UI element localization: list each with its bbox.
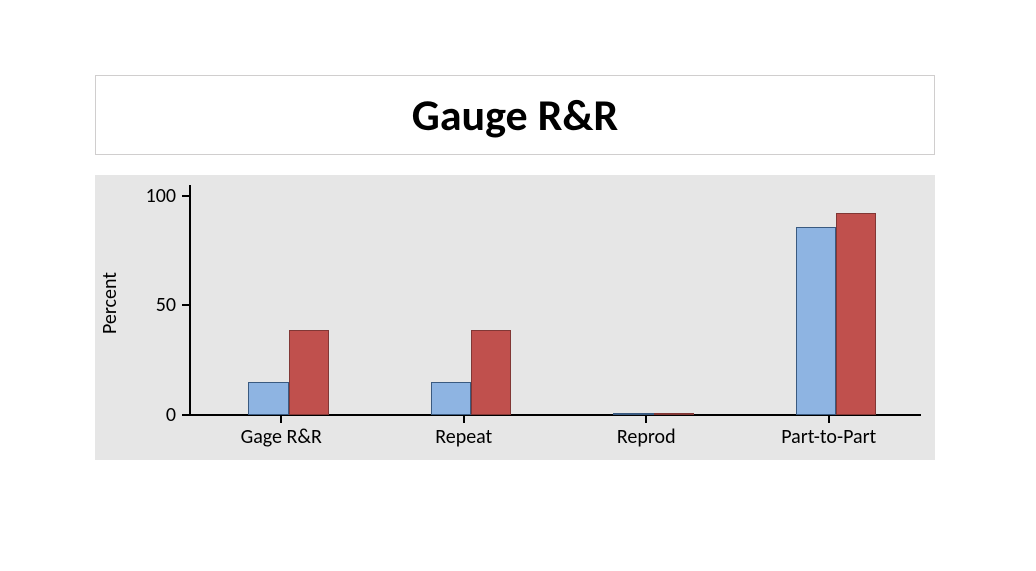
bar-series-1 [613,413,653,415]
title-text: Gauge R&R [412,88,618,142]
chart-area: Percent 050100Gage R&RRepeatReprodPart-t… [95,175,935,460]
y-axis-label-text: Percent [98,272,122,334]
xcat-label: Repeat [435,425,492,449]
bar-series-2 [289,330,329,415]
plot-inner: 050100Gage R&RRepeatReprodPart-to-Part [190,185,920,415]
bar-series-1 [431,382,471,415]
ytick-label: 100 [146,184,176,208]
xcat-label: Reprod [617,425,676,449]
bar-series-2 [654,413,694,415]
ytick [182,304,190,306]
slide: Gauge R&R Percent 050100Gage R&RRepeatRe… [0,0,1036,571]
ytick-label: 0 [166,403,176,427]
y-axis-label: Percent [95,175,125,430]
xtick [280,415,282,423]
title-box: Gauge R&R [95,75,935,155]
bar-series-2 [471,330,511,415]
xtick [463,415,465,423]
bar-series-1 [796,227,836,415]
bar-series-1 [248,382,288,415]
xcat-label: Part-to-Part [781,425,876,449]
ytick-label: 50 [156,293,176,317]
ytick [182,195,190,197]
plot-region: 050100Gage R&RRepeatReprodPart-to-Part [190,185,920,415]
xtick [828,415,830,423]
y-axis-line [189,185,191,415]
bar-series-2 [836,213,876,415]
xtick [645,415,647,423]
ytick [182,414,190,416]
xcat-label: Gage R&R [241,425,322,449]
